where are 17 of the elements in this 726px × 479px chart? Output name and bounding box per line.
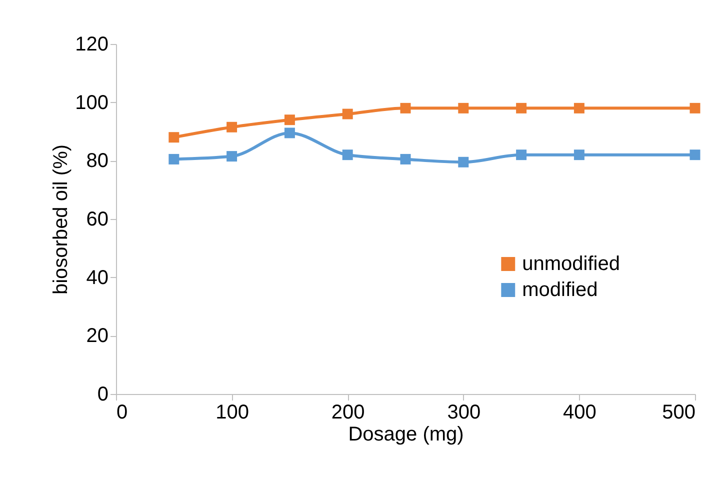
legend-label: unmodified (522, 253, 620, 275)
legend-label: modified (522, 279, 598, 301)
y-axis-title: biosorbed oil (%) (50, 144, 72, 295)
x-tick-label: 300 (447, 402, 481, 424)
x-tick-label: 0 (116, 402, 128, 424)
x-tick-label: 500 (662, 402, 696, 424)
y-tick-label: 120 (75, 34, 108, 56)
x-axis-title: Dosage (mg) (348, 424, 464, 446)
x-tick-label: 400 (563, 402, 596, 424)
y-tick-label: 0 (97, 384, 108, 406)
y-tick-label: 60 (86, 208, 108, 230)
y-tick-label: 40 (86, 266, 108, 289)
y-tick-label: 100 (75, 92, 108, 114)
x-tick-label: 100 (216, 402, 249, 424)
y-tick-label: 80 (86, 150, 108, 172)
x-tick-label: 200 (331, 402, 365, 424)
y-tick-label: 20 (86, 325, 108, 348)
